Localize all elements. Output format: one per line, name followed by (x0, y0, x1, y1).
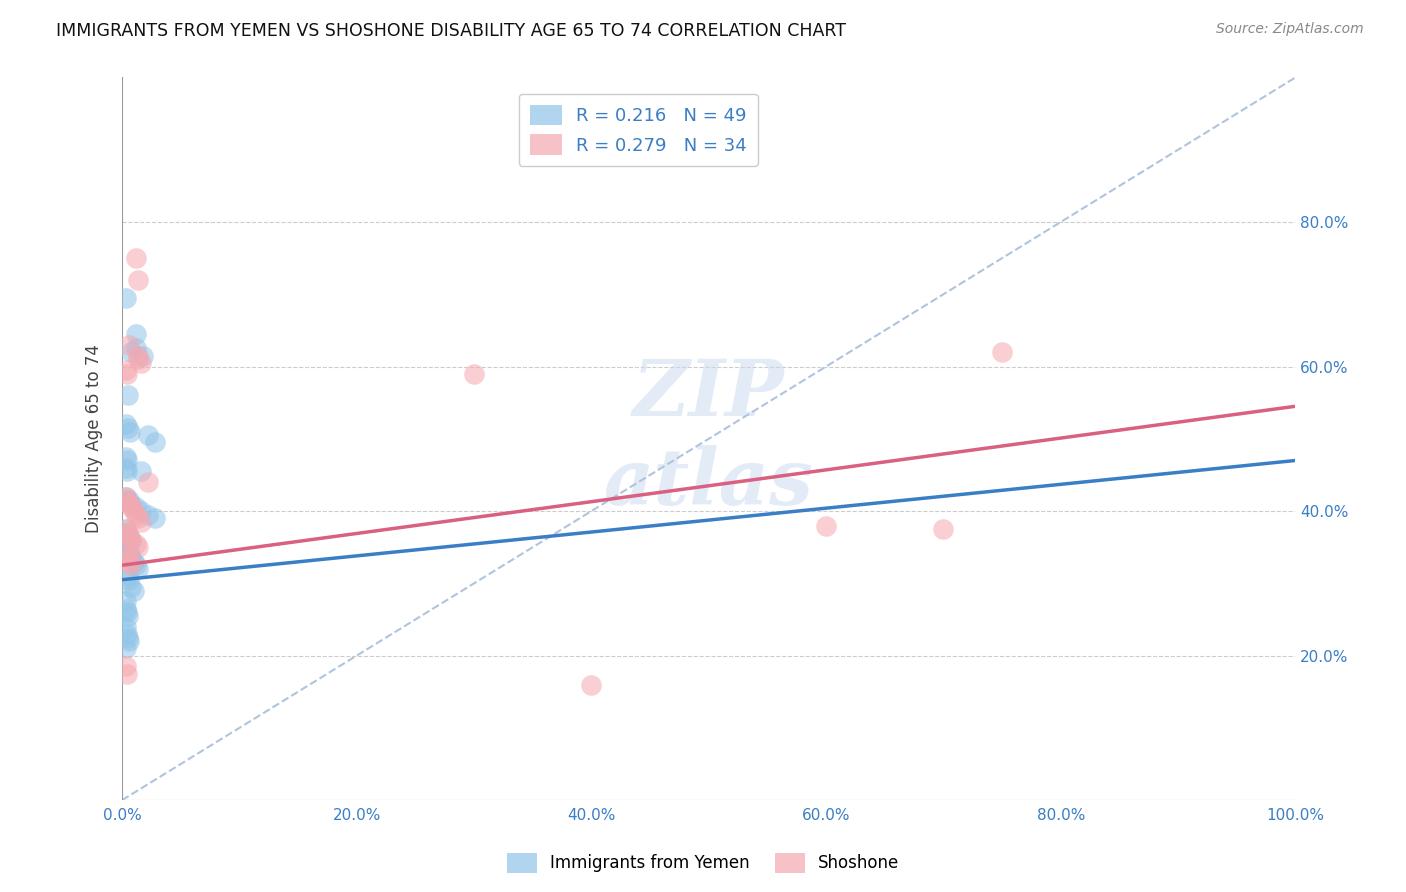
Point (932, 522, 955, 536)
Point (125, 500, 148, 515)
Point (114, 659, 136, 673)
Point (125, 251, 148, 265)
Point (127, 511, 149, 525)
Point (114, 417, 136, 432)
Point (114, 460, 136, 475)
Point (114, 450, 136, 464)
Point (115, 605, 138, 619)
Point (115, 367, 138, 381)
Point (115, 627, 138, 641)
Point (122, 504, 145, 518)
Point (114, 548, 136, 562)
Point (115, 493, 138, 508)
Point (114, 536, 136, 550)
Point (118, 529, 141, 543)
Point (117, 631, 139, 645)
Point (120, 551, 142, 566)
Point (115, 525, 138, 540)
Point (125, 508, 148, 522)
Text: ZIP
atlas: ZIP atlas (603, 356, 814, 521)
Point (127, 540, 149, 554)
Point (117, 544, 139, 558)
Point (127, 349, 149, 363)
Point (127, 273, 149, 287)
Point (114, 490, 136, 504)
Point (815, 518, 838, 533)
Point (136, 508, 159, 522)
Point (114, 490, 136, 504)
Point (143, 435, 166, 450)
Point (114, 601, 136, 615)
Point (136, 475, 159, 490)
Point (114, 594, 136, 608)
Point (122, 555, 145, 569)
Point (118, 338, 141, 352)
Point (115, 525, 138, 540)
Point (118, 529, 141, 543)
Point (115, 551, 138, 566)
Point (129, 464, 152, 478)
Point (114, 522, 136, 536)
Point (115, 666, 138, 681)
Point (120, 345, 142, 359)
Point (136, 428, 159, 442)
Point (115, 540, 138, 554)
Point (115, 464, 138, 478)
Point (125, 326, 148, 341)
Point (129, 356, 152, 370)
Y-axis label: Disability Age 65 to 74: Disability Age 65 to 74 (86, 344, 103, 533)
Point (117, 569, 139, 583)
Point (125, 342, 148, 356)
Point (117, 388, 139, 402)
Point (129, 515, 152, 529)
Point (581, 677, 603, 691)
Point (117, 421, 139, 435)
Point (114, 620, 136, 634)
Point (129, 504, 152, 518)
Point (114, 291, 136, 305)
Point (463, 367, 485, 381)
Point (120, 558, 142, 573)
Legend: Immigrants from Yemen, Shoshone: Immigrants from Yemen, Shoshone (501, 847, 905, 880)
Point (120, 580, 142, 594)
Point (125, 558, 148, 573)
Point (118, 573, 141, 587)
Legend: R = 0.216   N = 49, R = 0.279   N = 34: R = 0.216 N = 49, R = 0.279 N = 34 (519, 94, 758, 166)
Point (114, 641, 136, 656)
Point (118, 497, 141, 511)
Point (117, 608, 139, 623)
Point (120, 500, 142, 515)
Point (120, 533, 142, 547)
Point (127, 562, 149, 576)
Point (114, 363, 136, 377)
Point (143, 511, 166, 525)
Point (115, 453, 138, 467)
Point (115, 493, 138, 508)
Point (991, 345, 1014, 359)
Point (118, 555, 141, 569)
Point (122, 583, 145, 598)
Point (120, 533, 142, 547)
Point (125, 536, 148, 550)
Point (120, 425, 142, 439)
Text: Source: ZipAtlas.com: Source: ZipAtlas.com (1216, 22, 1364, 37)
Point (118, 493, 141, 508)
Point (120, 548, 142, 562)
Point (118, 634, 141, 648)
Point (120, 497, 142, 511)
Point (132, 349, 155, 363)
Text: IMMIGRANTS FROM YEMEN VS SHOSHONE DISABILITY AGE 65 TO 74 CORRELATION CHART: IMMIGRANTS FROM YEMEN VS SHOSHONE DISABI… (56, 22, 846, 40)
Point (127, 352, 149, 367)
Point (114, 522, 136, 536)
